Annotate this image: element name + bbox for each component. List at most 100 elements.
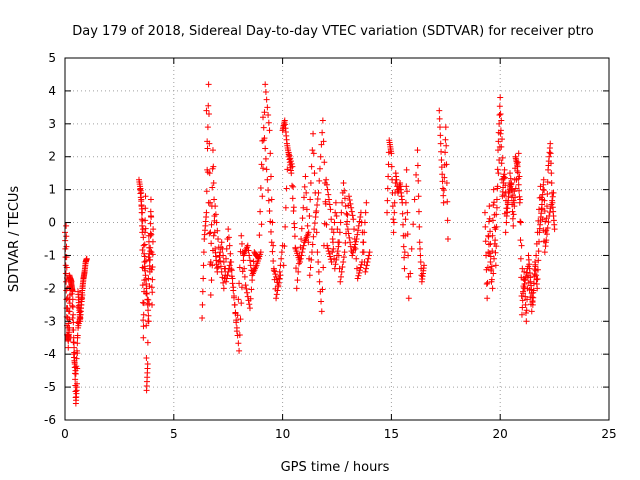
- data-point: [491, 255, 498, 262]
- data-point: [210, 163, 217, 170]
- data-point: [518, 311, 525, 318]
- data-point: [410, 221, 417, 228]
- data-point: [317, 153, 324, 160]
- data-point: [215, 244, 222, 251]
- data-point: [343, 230, 350, 237]
- data-point: [289, 195, 296, 202]
- data-point: [339, 199, 346, 206]
- data-point: [143, 355, 150, 362]
- data-point: [278, 255, 285, 262]
- data-point: [510, 222, 517, 229]
- data-point: [231, 293, 238, 300]
- data-point: [146, 265, 153, 272]
- data-point: [144, 296, 151, 303]
- data-point: [482, 238, 489, 245]
- data-point: [206, 230, 213, 237]
- data-point: [343, 210, 350, 217]
- data-point: [225, 234, 232, 241]
- data-point: [348, 208, 355, 215]
- data-point: [502, 229, 509, 236]
- data-point: [246, 301, 253, 308]
- data-point: [283, 185, 290, 192]
- data-point: [304, 222, 311, 229]
- data-point: [403, 166, 410, 173]
- data-point: [311, 220, 318, 227]
- data-point: [263, 166, 270, 173]
- data-point: [535, 217, 542, 224]
- y-tick-label: 0: [48, 216, 56, 230]
- data-point: [541, 197, 548, 204]
- data-point: [437, 140, 444, 147]
- data-point: [312, 214, 319, 221]
- data-point: [285, 147, 292, 154]
- data-point: [320, 138, 327, 145]
- data-point: [491, 199, 498, 206]
- data-point: [142, 217, 149, 224]
- data-point: [65, 332, 72, 339]
- data-point: [263, 96, 270, 103]
- data-point: [62, 270, 69, 277]
- data-point: [532, 261, 539, 268]
- data-point: [496, 143, 503, 150]
- data-point: [260, 165, 267, 172]
- data-point: [495, 147, 502, 154]
- data-point: [417, 259, 424, 266]
- data-point: [388, 150, 395, 157]
- data-point: [265, 197, 272, 204]
- data-point: [498, 117, 505, 124]
- data-point: [365, 255, 372, 262]
- x-tick-label: 5: [170, 427, 178, 441]
- data-point: [238, 232, 245, 239]
- data-point: [361, 229, 368, 236]
- data-point: [140, 300, 147, 307]
- data-point: [335, 239, 342, 246]
- data-point: [354, 231, 361, 238]
- data-point: [235, 296, 242, 303]
- data-point: [497, 110, 504, 117]
- data-point: [228, 267, 235, 274]
- x-axis-label: GPS time / hours: [281, 460, 390, 475]
- data-point: [512, 185, 519, 192]
- data-point: [246, 305, 253, 312]
- data-point: [336, 229, 343, 236]
- data-point: [529, 299, 536, 306]
- data-point: [366, 249, 373, 256]
- data-point: [442, 149, 449, 156]
- data-point: [141, 229, 148, 236]
- data-point: [333, 256, 340, 263]
- data-point: [534, 229, 541, 236]
- data-point: [324, 186, 331, 193]
- data-point: [438, 148, 445, 155]
- data-point: [74, 332, 81, 339]
- data-point: [439, 178, 446, 185]
- data-point: [356, 270, 363, 277]
- data-point: [551, 226, 558, 233]
- data-point: [292, 244, 299, 251]
- data-point: [497, 130, 504, 137]
- data-point: [523, 307, 530, 314]
- y-tick-label: -5: [44, 380, 56, 394]
- data-point: [204, 124, 211, 131]
- data-point: [502, 182, 509, 189]
- data-point: [401, 254, 408, 261]
- data-point: [258, 221, 265, 228]
- data-point: [524, 265, 531, 272]
- data-point: [414, 162, 421, 169]
- data-point: [539, 216, 546, 223]
- data-point: [338, 209, 345, 216]
- data-point: [241, 265, 248, 272]
- data-point: [520, 284, 527, 291]
- data-point: [218, 268, 225, 275]
- data-point: [310, 130, 317, 137]
- data-point: [443, 161, 450, 168]
- data-point: [220, 279, 227, 286]
- data-point: [345, 193, 352, 200]
- data-point: [238, 284, 245, 291]
- data-point: [500, 173, 507, 180]
- data-point: [145, 275, 152, 282]
- data-point: [147, 248, 154, 255]
- data-point: [334, 248, 341, 255]
- data-point: [204, 138, 211, 145]
- data-point: [313, 229, 320, 236]
- data-point: [349, 252, 356, 259]
